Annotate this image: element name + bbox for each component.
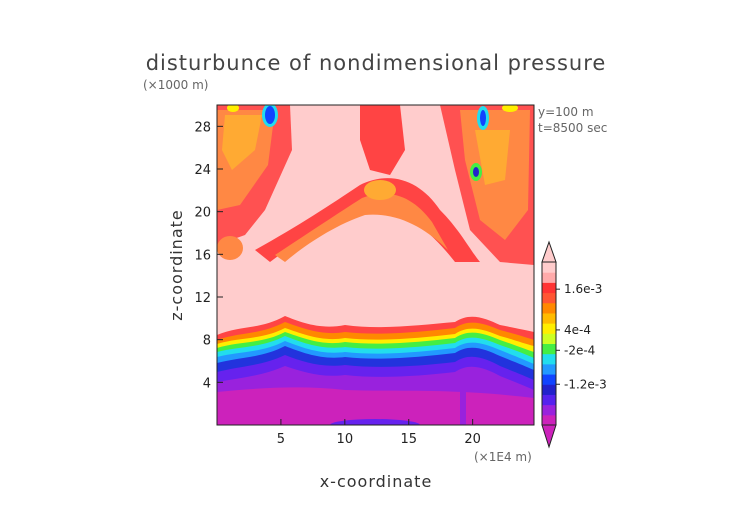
x-tick-label: 10	[337, 432, 354, 447]
colorbar-label: -1.2e-3	[564, 377, 607, 391]
colorbar-label: 1.6e-3	[564, 282, 602, 296]
y-tick-label: 28	[194, 120, 211, 135]
colorbar-swatch	[542, 272, 556, 283]
colorbar-swatch	[542, 363, 556, 375]
intense-spots	[227, 105, 518, 181]
chart-title: disturbunce of nondimensional pressure	[146, 51, 607, 75]
colorbar-swatch	[542, 312, 556, 324]
lower-band-layers	[217, 316, 534, 425]
colorbar-swatch	[542, 292, 556, 304]
colorbar-swatch	[542, 394, 556, 406]
colorbar-swatch	[542, 302, 556, 314]
x-axis-unit: (×1E4 m)	[474, 450, 532, 464]
y-axis-title: z-coordinate	[167, 209, 186, 321]
colorbar-swatch	[542, 404, 556, 416]
y-tick-label: 12	[194, 291, 211, 306]
y-tick-label: 24	[194, 163, 211, 178]
y-axis-ticks: 4 8 12 16 20 24 28	[194, 120, 223, 391]
x-tick-label: 20	[464, 432, 481, 447]
colorbar-swatch	[542, 374, 556, 385]
contour-field	[217, 105, 534, 425]
annotation-y: y=100 m	[538, 105, 594, 119]
colorbar-swatch	[542, 282, 556, 294]
colorbar-bottom-arrow	[541, 424, 557, 449]
colorbar-swatch	[542, 323, 556, 334]
y-tick-label: 16	[194, 248, 211, 263]
x-axis-title: x-coordinate	[320, 472, 433, 491]
colorbar	[541, 240, 557, 449]
upper-band-blobs	[217, 105, 534, 265]
annotation-time: t=8500 sec	[538, 121, 607, 135]
colorbar-swatch	[542, 333, 556, 344]
colorbar-label: 4e-4	[564, 323, 591, 337]
colorbar-swatch	[542, 262, 556, 273]
colorbar-labels: 1.6e-3 4e-4 -2e-4 -1.2e-3	[556, 282, 607, 391]
y-axis-unit: (×1000 m)	[143, 78, 208, 92]
x-tick-label: 5	[277, 432, 285, 447]
x-tick-label: 15	[400, 432, 417, 447]
plot-frame	[216, 104, 535, 426]
y-tick-label: 8	[203, 334, 211, 349]
y-tick-label: 4	[203, 376, 211, 391]
colorbar-top-arrow	[541, 240, 557, 263]
y-tick-label: 20	[194, 206, 211, 221]
colorbar-label: -2e-4	[564, 343, 595, 357]
colorbar-swatch	[542, 343, 556, 355]
colorbar-frame	[541, 261, 557, 426]
colorbar-swatch	[542, 384, 556, 395]
colorbar-swatch	[542, 414, 556, 426]
x-axis-ticks: 5 10 15 20	[277, 419, 481, 447]
colorbar-swatch	[542, 353, 556, 365]
